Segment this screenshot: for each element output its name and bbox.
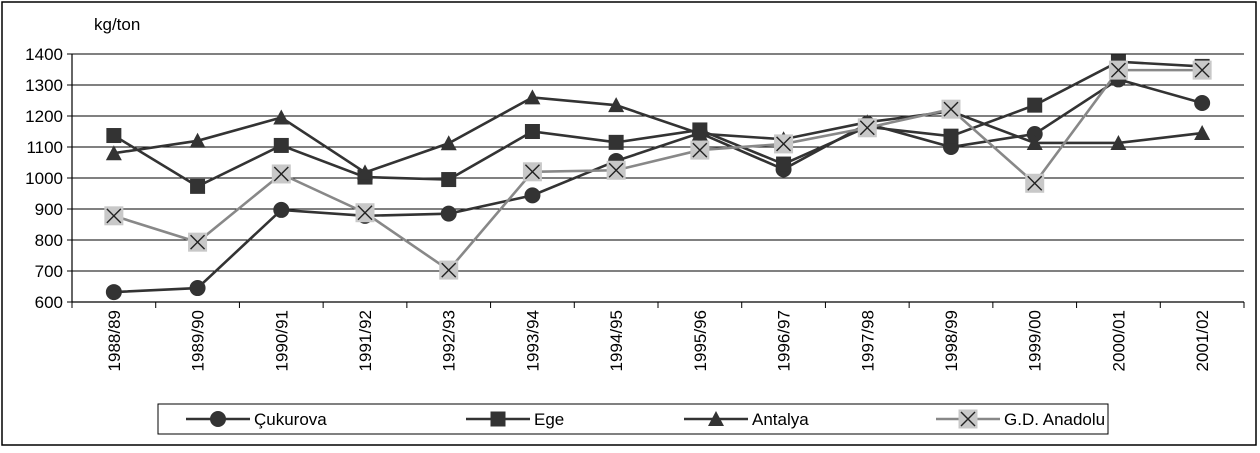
legend-label-antalya: Antalya [752,410,809,429]
y-axis-label: kg/ton [94,15,140,34]
x-tick-label: 1996/97 [775,310,794,371]
data-point-g-d-anadolu [857,118,877,138]
series-line-g-d-anadolu [113,68,1203,272]
data-point-antalya [691,125,708,141]
data-point-antalya [105,145,122,161]
data-point-antalya [1194,125,1211,141]
data-point-ukurova [440,205,457,222]
data-point-g-d-anadolu [188,232,208,252]
data-point-g-d-anadolu [774,134,794,154]
y-tick-label: 900 [35,200,63,219]
data-point-g-d-anadolu [941,99,961,119]
data-point-antalya [1026,134,1043,150]
data-point-g-d-anadolu [1192,60,1212,80]
data-point-ege [273,137,289,153]
legend-marker-g-d-anadolu [958,409,978,429]
x-tick-label: 1998/99 [942,310,961,371]
data-point-antalya [273,109,290,125]
data-point-g-d-anadolu [1025,173,1045,193]
data-point-ukurova [273,201,290,218]
data-point-ukurova [105,284,122,301]
data-point-ege [608,134,624,150]
series-line-ege [113,60,1203,188]
data-point-g-d-anadolu [606,160,626,180]
x-tick-label: 1989/90 [189,310,208,371]
legend-marker-ukurova [210,411,226,427]
x-tick-label: 1990/91 [272,310,291,371]
y-tick-label: 1200 [25,107,63,126]
data-point-ege [441,172,457,188]
y-tick-label: 1400 [25,45,63,64]
series-line-antalya [113,96,1203,174]
legend-label-g-d-anadolu: G.D. Anadolu [1004,410,1105,429]
x-tick-label: 2001/02 [1193,310,1212,371]
data-point-g-d-anadolu [522,162,542,182]
x-tick-label: 1988/89 [105,310,124,371]
legend-label-ege: Ege [534,410,564,429]
y-tick-label: 1100 [26,138,63,157]
x-tick-label: 1992/93 [440,310,459,371]
data-point-antalya [608,97,625,113]
x-tick-label: 1991/92 [356,310,375,371]
data-point-ege [106,128,122,144]
data-point-antalya [1110,134,1127,150]
data-point-g-d-anadolu [690,140,710,160]
data-point-ege [1027,97,1043,113]
legend-label-ukurova: Çukurova [254,410,327,429]
data-point-antalya [440,135,457,151]
x-tick-label: 1995/96 [691,310,710,371]
x-tick-label: 2000/01 [1109,310,1128,371]
data-point-ege [524,124,540,139]
data-point-g-d-anadolu [271,164,291,184]
data-point-ege [943,128,959,144]
data-point-ukurova [1194,94,1211,111]
data-point-antalya [357,164,373,180]
x-tick-label: 1994/95 [607,310,626,371]
legend-marker-antalya [708,411,724,426]
data-point-ege [190,178,206,194]
data-point-ukurova [189,280,206,297]
y-tick-label: 1300 [25,76,63,95]
data-point-ege [776,156,792,172]
data-point-g-d-anadolu [439,260,459,280]
data-point-antalya [524,89,541,105]
x-tick-label: 1997/98 [858,310,877,371]
data-point-g-d-anadolu [104,206,124,226]
data-point-g-d-anadolu [355,203,375,223]
y-tick-label: 1000 [25,169,63,188]
chart-border [1,1,1257,446]
series-line-ukurova [113,78,1203,294]
y-tick-label: 800 [35,231,63,250]
data-point-g-d-anadolu [1108,60,1128,80]
x-tick-label: 1999/00 [1026,310,1045,371]
x-tick-label: 1993/94 [523,310,542,371]
data-point-ukurova [524,187,541,204]
legend-marker-ege [490,411,506,427]
data-point-antalya [189,132,206,148]
y-tick-label: 700 [35,262,63,281]
y-tick-label: 600 [35,293,63,312]
